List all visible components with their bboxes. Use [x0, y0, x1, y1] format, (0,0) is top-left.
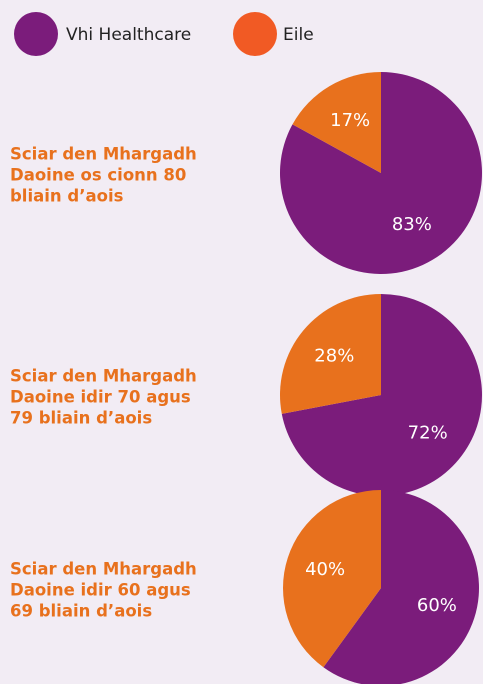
chart-title: Daoine os cionn 80: [10, 166, 186, 185]
chart-title: Sciar den Mhargadh: [10, 145, 197, 164]
value-label: 83%: [392, 214, 432, 235]
chart-title: 79 bliain d’aois: [10, 409, 152, 428]
value-label: 72%: [408, 423, 448, 444]
value-label: 28%: [314, 345, 354, 366]
chart-title: Sciar den Mhargadh: [10, 560, 197, 579]
pie-slice: [282, 490, 381, 668]
chart-title: Sciar den Mhargadh: [10, 367, 197, 386]
value-label: 17%: [330, 110, 370, 131]
legend-swatch: [14, 12, 58, 56]
value-label: 60%: [417, 595, 457, 616]
chart-title: bliain d’aois: [10, 187, 124, 206]
legend-label: Eile: [283, 25, 314, 45]
pie-slice: [292, 72, 381, 173]
chart-title: 69 bliain d’aois: [10, 602, 152, 621]
chart-title: Daoine idir 60 agus: [10, 581, 191, 600]
pie-slice: [323, 490, 479, 684]
value-label: 40%: [305, 559, 345, 580]
legend-label: Vhi Healthcare: [66, 25, 191, 45]
legend-swatch: [233, 12, 277, 56]
pie-slice: [281, 294, 483, 496]
chart-title: Daoine idir 70 agus: [10, 388, 191, 407]
pie-slice: [280, 294, 381, 414]
